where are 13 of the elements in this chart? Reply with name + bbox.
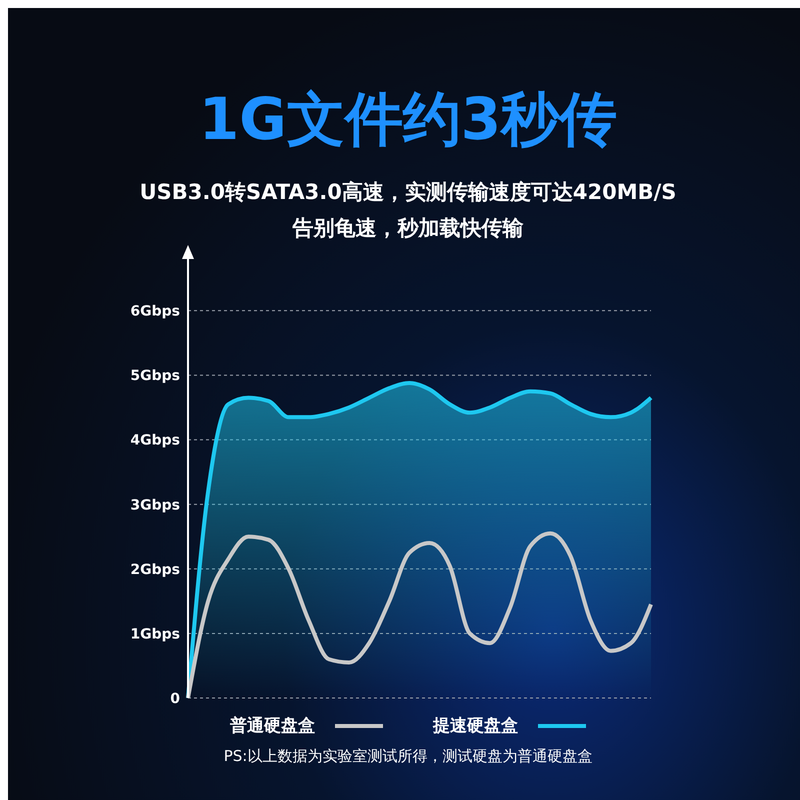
y-tick-label: 5Gbps: [130, 368, 180, 384]
y-tick-label: 6Gbps: [130, 304, 180, 320]
y-tick-label: 2Gbps: [130, 562, 180, 578]
chart-title: 1G文件约3秒传: [198, 84, 618, 154]
chart-subtitle: USB3.0转SATA3.0高速，实测传输速度可达420MB/S 告别龟速，秒加载快传输: [138, 179, 678, 242]
legend-label: 提速硬盘盒: [433, 715, 518, 737]
line-series: [186, 531, 653, 698]
y-tick-label: 4Gbps: [130, 432, 180, 449]
y-tick-label: 3Gbps: [130, 497, 180, 514]
y-tick-label: 1Gbps: [130, 626, 180, 642]
legend-label: 普通硬盘盒: [230, 715, 315, 737]
y-tick-label: 0: [170, 690, 180, 707]
text: PS:以上数据为实验室测试所得，测试硬盘为普通硬盘盒: [222, 747, 594, 766]
